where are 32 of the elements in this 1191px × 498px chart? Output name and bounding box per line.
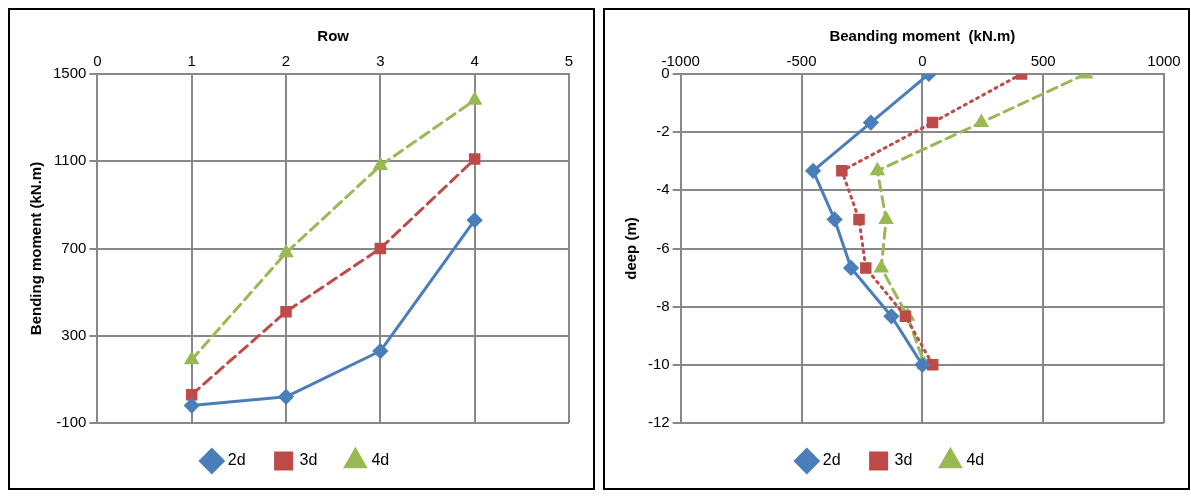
y-tick-label: 700: [61, 238, 87, 256]
y-axis-title: deep (m): [622, 217, 640, 280]
x-tick-label: 500: [1030, 52, 1056, 70]
legend-label: 2d: [227, 451, 246, 469]
y-tick-label: -8: [656, 296, 670, 314]
x-tick-label: 5: [564, 52, 574, 70]
x-axis-title: Row: [317, 27, 350, 45]
y-tick-label: 0: [661, 64, 670, 82]
x-tick-label: -500: [786, 52, 817, 70]
y-tick-label: 300: [61, 325, 87, 343]
x-tick-label: 4: [470, 52, 479, 70]
x-tick-label: 1: [187, 52, 196, 70]
legend-label: 3d: [894, 451, 913, 469]
x-tick-label: 1000: [1147, 52, 1181, 70]
legend-label: 2d: [822, 451, 841, 469]
y-tick-label: -100: [56, 413, 87, 431]
y-axis-title: Bending moment (kN.m): [27, 161, 45, 336]
y-tick-label: -12: [647, 413, 670, 431]
y-tick-label: -2: [656, 122, 670, 140]
legend-label: 3d: [299, 451, 318, 469]
y-tick-label: 1500: [52, 64, 87, 82]
y-tick-label: -4: [656, 180, 670, 198]
x-tick-label: 0: [918, 52, 927, 70]
x-axis-title: Beanding moment (kN.m): [829, 27, 1016, 45]
x-tick-label: 2: [281, 52, 291, 70]
legend-label: 4d: [966, 451, 985, 469]
x-tick-label: 3: [376, 52, 385, 70]
legend-label: 4d: [371, 451, 390, 469]
x-tick-label: 0: [93, 52, 102, 70]
y-tick-label: 1100: [54, 151, 87, 169]
y-tick-label: -10: [647, 354, 670, 372]
y-tick-label: -6: [656, 238, 670, 256]
